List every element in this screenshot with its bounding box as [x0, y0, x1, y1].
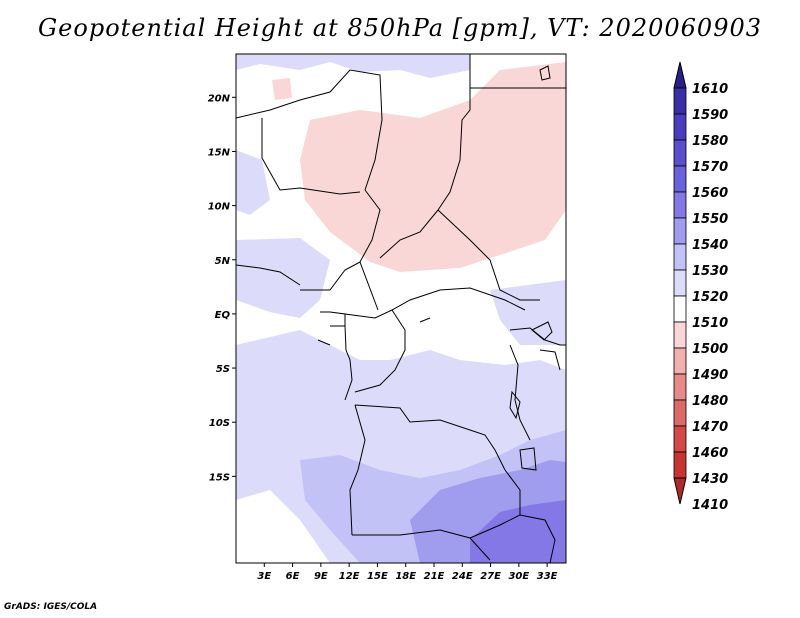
colorbar-bottom-arrow	[673, 477, 687, 505]
colorbar-label: 1460	[692, 446, 728, 461]
colorbar-label: 1500	[692, 342, 728, 357]
colorbar-label: 1490	[692, 368, 728, 383]
colorbar-label: 1470	[692, 420, 728, 435]
country-borders	[235, 54, 566, 564]
colorbar-swatch	[673, 243, 687, 271]
y-axis: 20N 15N 10N 5N EQ 5S 10S 15S	[208, 93, 236, 483]
colorbar-swatch	[673, 87, 687, 115]
y-tick-label: 5S	[216, 364, 230, 375]
colorbar-swatch	[673, 113, 687, 141]
y-tick-label: EQ	[215, 310, 231, 321]
colorbar-swatch	[673, 269, 687, 297]
colorbar-label: 1510	[692, 316, 728, 331]
x-tick-label: 9E	[314, 571, 328, 582]
colorbar-label: 1530	[692, 264, 728, 279]
colorbar-swatch	[673, 217, 687, 245]
colorbar-label: 1410	[692, 498, 728, 513]
colorbar-top-arrow	[673, 61, 687, 89]
x-tick-label: 33E	[537, 571, 558, 582]
colorbar-swatch	[673, 399, 687, 427]
colorbar-label: 1520	[692, 290, 728, 305]
x-tick-label: 18E	[395, 571, 416, 582]
colorbar-swatch	[673, 451, 687, 479]
colorbar: 1610 1590 1580 1570 1560 1550 1540 1530 1520 1510…	[673, 61, 728, 513]
x-tick-label: 3E	[257, 571, 271, 582]
y-tick-label: 10S	[209, 418, 230, 429]
x-axis: 3E 6E 9E 12E 15E 18E 21E 24E 27E 30E 33E	[257, 563, 558, 582]
colorbar-swatch	[673, 321, 687, 349]
colorbar-swatch	[673, 165, 687, 193]
colorbar-swatch	[673, 139, 687, 167]
colorbar-label: 1570	[692, 160, 728, 175]
colorbar-swatch	[673, 347, 687, 375]
colorbar-swatch	[673, 295, 687, 323]
y-tick-label: 15S	[209, 472, 230, 483]
colorbar-label: 1560	[692, 186, 728, 201]
colorbar-label: 1430	[692, 472, 728, 487]
geopotential-shading	[236, 54, 566, 563]
map-frame	[235, 53, 567, 564]
colorbar-swatch	[673, 191, 687, 219]
y-tick-label: 5N	[215, 256, 231, 267]
colorbar-swatch	[673, 425, 687, 453]
colorbar-label: 1610	[692, 82, 728, 97]
x-tick-label: 12E	[339, 571, 360, 582]
y-tick-label: 10N	[208, 202, 231, 213]
x-tick-label: 6E	[286, 571, 300, 582]
x-tick-label: 30E	[508, 571, 529, 582]
x-tick-label: 27E	[480, 571, 501, 582]
x-tick-label: 24E	[452, 571, 473, 582]
y-tick-label: 20N	[208, 93, 231, 104]
x-tick-label: 15E	[367, 571, 388, 582]
colorbar-label: 1540	[692, 238, 728, 253]
colorbar-label: 1480	[692, 394, 728, 409]
colorbar-label: 1550	[692, 212, 728, 227]
y-tick-label: 15N	[208, 147, 231, 158]
grads-footer: GrADS: IGES/COLA	[4, 602, 98, 612]
colorbar-label: 1580	[692, 134, 728, 149]
map-title: Geopotential Height at 850hPa [gpm], VT:…	[38, 14, 762, 42]
colorbar-swatch	[673, 373, 687, 401]
x-tick-label: 21E	[424, 571, 445, 582]
colorbar-label: 1590	[692, 108, 728, 123]
